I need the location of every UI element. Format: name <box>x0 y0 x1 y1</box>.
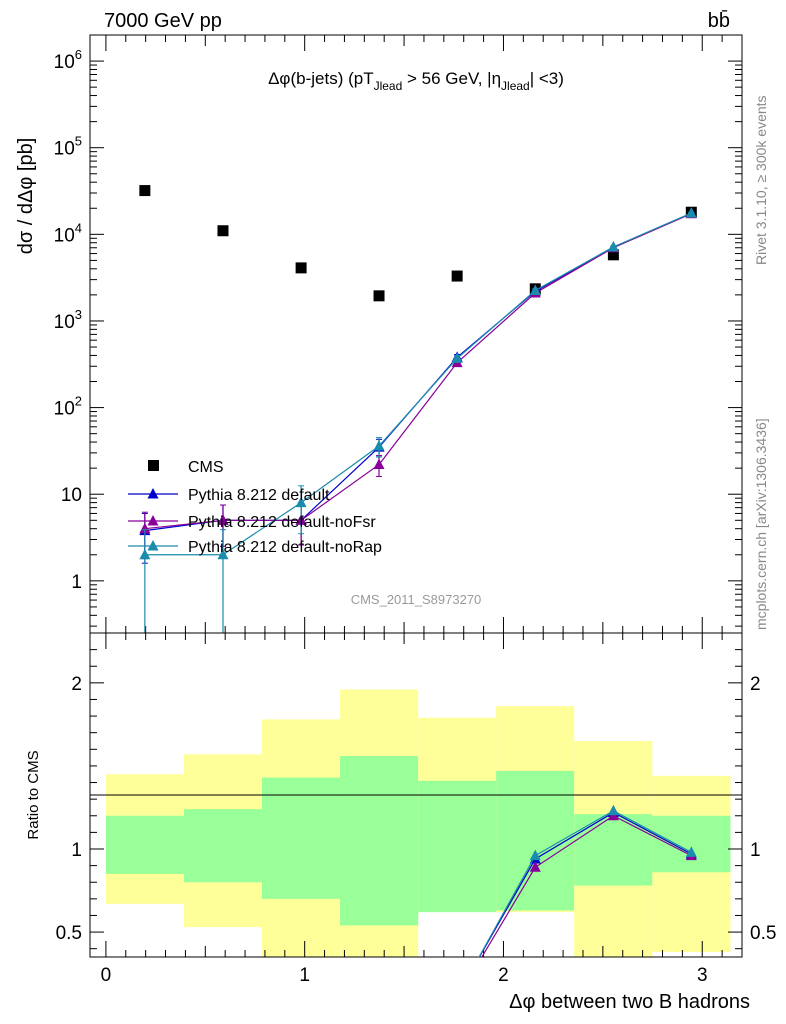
ratio-y-tick-label: 1 <box>750 840 761 861</box>
cms-data-point <box>217 225 229 237</box>
ratio-inner-band <box>105 815 185 874</box>
cms-data-point <box>373 290 385 302</box>
cms-data-point <box>139 185 151 197</box>
ratio-series-2 <box>478 804 697 957</box>
energy-label: 7000 GeV pp <box>104 10 222 32</box>
legend-marker <box>147 540 159 551</box>
ratio-line <box>478 810 692 957</box>
series-3 <box>139 207 697 633</box>
ratio-inner-band <box>261 777 341 899</box>
series-line <box>144 212 692 532</box>
legend: CMS Pythia 8.212 default Pythia 8.212 defa… <box>128 459 382 556</box>
legend-item: Pythia 8.212 default <box>128 487 330 504</box>
ratio-point <box>607 804 619 816</box>
x-tick-label: 1 <box>299 965 310 986</box>
legend-item: Pythia 8.212 default-noFsr <box>128 514 376 531</box>
cms-data-point <box>451 270 463 282</box>
ratio-inner-band <box>340 755 419 926</box>
legend-label: Pythia 8.212 default-noFsr <box>188 514 376 531</box>
mc-data-point <box>139 522 151 534</box>
ratio-y-axis-label: Ratio to CMS <box>25 750 42 839</box>
mc-data-point <box>451 352 463 363</box>
mc-data-point <box>373 440 385 451</box>
mc-data-point <box>607 240 619 252</box>
ratio-inner-band <box>184 809 262 883</box>
ratio-y-tick-label: 0.5 <box>56 923 82 944</box>
y-tick-label: 103 <box>54 307 82 333</box>
main-title: Δφ(b-jets) (pTJlead > 56 GeV, |ηJlead| <… <box>268 69 564 93</box>
mc-data-point <box>685 207 697 218</box>
ratio-plot: 0 1 2 3 0.5 0.5 1 1 2 2 Ratio to CMS Δφ between t… <box>25 632 776 1013</box>
mc-data-point <box>373 458 385 470</box>
legend-marker <box>148 460 159 471</box>
ratio-line <box>481 815 692 957</box>
rivet-label: Rivet 3.1.10, ≥ 300k events <box>753 95 769 265</box>
legend-label: CMS <box>188 459 224 476</box>
ratio-inner-band <box>418 780 497 913</box>
y-tick-label: 106 <box>54 47 82 73</box>
y-tick-label: 10 <box>61 485 82 506</box>
main-y-tick-labels: 1 10 102 103 104 105 106 <box>54 47 82 593</box>
x-tick-label: 0 <box>101 965 112 986</box>
series-line <box>144 212 692 556</box>
legend-label: Pythia 8.212 default-noRap <box>188 539 382 556</box>
y-tick-label: 105 <box>54 134 82 160</box>
main-series-layer <box>139 185 697 633</box>
mc-data-point <box>217 514 229 525</box>
ratio-axis-ticks: 0 1 2 3 0.5 0.5 1 1 2 2 <box>56 633 776 986</box>
x-tick-label: 2 <box>498 965 509 986</box>
series-2 <box>139 207 697 560</box>
mc-data-point <box>217 548 229 560</box>
watermark: CMS_2011_S8973270 <box>351 592 482 607</box>
ratio-y-tick-label: 2 <box>750 674 761 695</box>
ratio-point <box>529 849 541 861</box>
series-line <box>144 213 692 530</box>
y-tick-label: 102 <box>54 394 82 420</box>
mc-data-point <box>529 284 541 295</box>
main-plot: 1 10 102 103 104 105 106 Δφ(b-jets) (pTJlead >… <box>15 34 743 634</box>
main-axis-ticks <box>90 34 742 633</box>
ratio-series-layer <box>478 804 697 957</box>
cms-data-point <box>295 262 307 274</box>
main-y-axis-label: dσ / dΔφ [pb] <box>15 138 37 255</box>
mc-data-point <box>139 548 151 560</box>
ratio-bands <box>105 689 731 957</box>
legend-marker <box>147 515 159 526</box>
x-tick-label: 3 <box>697 965 708 986</box>
legend-item: Pythia 8.212 default-noRap <box>128 539 382 556</box>
legend-label: Pythia 8.212 default <box>188 487 330 504</box>
y-tick-label: 1 <box>71 572 82 593</box>
ratio-inner-band <box>652 815 731 873</box>
ratio-point <box>529 861 541 872</box>
ratio-y-tick-label: 1 <box>71 840 82 861</box>
source-label: mcplots.cern.ch [arXiv:1306.3436] <box>753 418 769 630</box>
ratio-point <box>685 846 697 857</box>
ratio-y-tick-label: 0.5 <box>750 923 776 944</box>
y-tick-label: 104 <box>54 220 82 246</box>
ratio-y-tick-label: 2 <box>71 674 82 695</box>
legend-marker <box>147 488 159 499</box>
x-axis-label: Δφ between two B hadrons <box>509 991 750 1013</box>
cms-data-point <box>607 249 619 261</box>
process-label: bb̄ <box>708 9 730 32</box>
mc-data-point <box>295 496 307 508</box>
legend-item: CMS <box>148 459 224 476</box>
ratio-line <box>478 811 692 957</box>
